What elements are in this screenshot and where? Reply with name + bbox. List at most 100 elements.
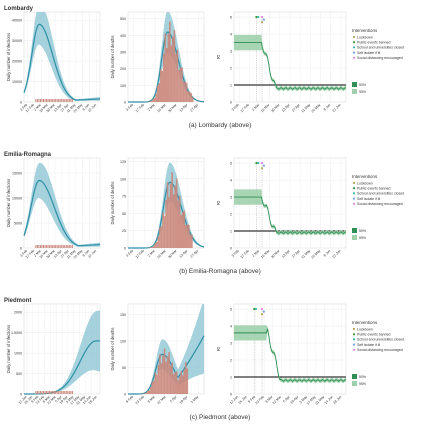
deaths-bar	[183, 210, 185, 248]
x-tick-label: 17 Feb	[240, 103, 250, 113]
infections-bar	[67, 391, 68, 394]
infections-bar	[57, 245, 58, 248]
x-tick-label: 30 Mar	[167, 102, 178, 113]
deaths-bar	[171, 45, 173, 102]
deaths-bar	[157, 85, 159, 102]
y-tick-label: 3	[230, 196, 232, 200]
infections-bar	[69, 245, 70, 248]
infections-bar	[72, 391, 73, 394]
legend-marker	[353, 198, 355, 200]
legend-item-label: Social distancing encouraged	[357, 56, 403, 60]
infections-bar	[60, 391, 61, 394]
x-tick-label: 19 Apr	[179, 394, 189, 404]
x-tick-label: 16 Mar	[260, 102, 271, 113]
y-tick-label: 4	[230, 325, 232, 329]
deaths-bar	[165, 362, 167, 394]
deaths-bar	[158, 365, 160, 394]
x-tick-label: 28 Jun	[332, 395, 342, 405]
intervention-marker	[263, 311, 265, 313]
deaths-bar	[158, 236, 160, 248]
legend-marker	[353, 328, 355, 330]
y-axis-label: Daily number of deaths	[110, 35, 115, 78]
y-tick-label: 0	[124, 247, 126, 251]
x-tick-label: 11 May	[301, 249, 312, 260]
y-tick-label: 15000	[12, 172, 22, 176]
y-tick-label: 3	[230, 342, 232, 346]
legend-title: Interventions	[352, 174, 378, 179]
y-tick-label: 2	[230, 67, 232, 71]
y-tick-label: 50	[122, 366, 126, 370]
deaths-bar	[161, 71, 163, 102]
legend-item-label: Self isolate if ill	[357, 197, 380, 201]
deaths-bar	[153, 246, 155, 248]
deaths-bar	[162, 355, 164, 394]
deaths-bar	[190, 93, 192, 102]
y-axis-label: Rt	[216, 200, 221, 205]
legend-title: Interventions	[352, 320, 378, 325]
deaths-bar	[183, 369, 185, 394]
legend-ci-95-swatch	[352, 89, 357, 94]
caption-b: (b) Emilia-Romagna (above)	[0, 268, 440, 275]
x-tick-label: 30 Mar	[270, 248, 281, 259]
infections-bar	[37, 99, 38, 102]
x-tick-label: 16 Mar	[156, 248, 167, 259]
deaths-bar	[167, 356, 169, 394]
infections-bar	[57, 99, 58, 102]
legend-ci-50-swatch	[352, 82, 357, 87]
y-tick-label: 5000	[14, 222, 22, 226]
y-tick-label: 4	[230, 33, 232, 37]
legend-ci-50-label: 50%	[359, 83, 366, 87]
x-tick-label: 5 Apr	[169, 394, 178, 403]
deaths-bar	[175, 54, 177, 102]
infections-bar	[55, 391, 56, 394]
infections-bar	[60, 245, 61, 248]
deaths-bar	[155, 243, 157, 248]
x-tick-label: 13 Apr	[281, 248, 291, 258]
deaths-bar	[183, 82, 185, 102]
deaths-bar	[144, 393, 146, 394]
infections-bar	[63, 391, 64, 394]
deaths-bar	[171, 172, 173, 248]
y-tick-label: 50	[122, 212, 126, 216]
infections-bar	[52, 391, 53, 394]
x-tick-label: 2 Mar	[147, 102, 157, 112]
infections-bar	[52, 99, 53, 102]
intervention-marker	[263, 19, 265, 21]
legend-marker	[353, 57, 355, 59]
x-tick-label: 13 Apr	[179, 248, 189, 258]
infections-bar	[45, 99, 46, 102]
intervention-marker	[261, 162, 263, 164]
y-tick-label: 0	[124, 101, 126, 105]
deaths-bar	[186, 83, 188, 102]
infections-bar	[45, 391, 46, 394]
deaths-bar	[145, 393, 147, 394]
infections-bar	[55, 99, 56, 102]
x-tick-label: 19 Apr	[290, 394, 300, 404]
infections-bar	[48, 245, 49, 248]
deaths-bar	[156, 242, 158, 248]
x-tick-label: 3 May	[190, 395, 200, 405]
x-tick-label: 17 Feb	[135, 249, 145, 259]
infections-bar	[45, 245, 46, 248]
infections-bar	[43, 99, 44, 102]
x-tick-label: 23 Feb	[255, 395, 265, 405]
infections-bar	[67, 245, 68, 248]
deaths-bar	[164, 34, 166, 102]
intervention-marker	[261, 308, 263, 310]
deaths-bar	[153, 381, 155, 394]
y-tick-label: 10000	[12, 197, 22, 201]
infections-bar	[51, 245, 52, 248]
y-axis-label: Daily number of infections	[6, 325, 11, 373]
legend-ci-50-swatch	[352, 374, 357, 379]
infections-bar	[43, 391, 44, 394]
y-axis-label: Daily number of deaths	[110, 181, 115, 224]
y-tick-label: 0	[124, 393, 126, 397]
deaths-bar	[177, 380, 179, 394]
deaths-bar	[180, 68, 182, 102]
infections-bar	[72, 99, 73, 102]
legend-item-label: Self isolate if ill	[357, 51, 380, 55]
legend-marker	[353, 349, 355, 351]
